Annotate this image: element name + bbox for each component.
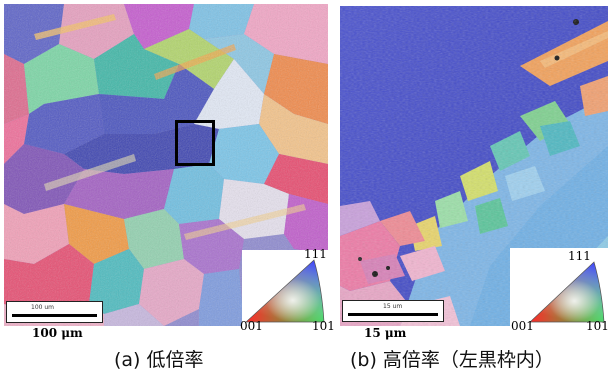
legend-b-label-001: 001 — [511, 320, 534, 332]
legend-a-label-101: 101 — [312, 320, 335, 332]
legend-b-label-111: 111 — [568, 250, 591, 262]
scale-bar-caption: 15 um — [383, 303, 402, 310]
scale-bar-caption: 100 um — [31, 304, 54, 311]
caption-a: (a) 低倍率 — [114, 345, 204, 372]
scale-bar-line — [348, 313, 438, 316]
region-of-interest-box — [175, 120, 215, 166]
legend-a-label-001: 001 — [240, 320, 263, 332]
ebsd-map-high-magnification: 15 um — [340, 6, 608, 326]
ipf-color-triangle — [242, 250, 328, 326]
ipf-legend-box — [242, 250, 328, 326]
scale-bar-line — [12, 314, 97, 317]
scale-label-a: 100 μm — [32, 326, 83, 340]
ipf-color-triangle — [510, 248, 608, 326]
ipf-legend-box — [510, 248, 608, 326]
legend-a-label-111: 111 — [304, 248, 327, 260]
scale-bar-box: 15 um — [342, 300, 444, 322]
legend-b-label-101: 101 — [586, 320, 609, 332]
scale-bar-box: 100 um — [6, 301, 103, 323]
scale-label-b: 15 μm — [364, 326, 406, 340]
ebsd-map-low-magnification: 100 um — [4, 4, 328, 326]
caption-b: (b) 高倍率（左黒枠内） — [350, 345, 554, 372]
